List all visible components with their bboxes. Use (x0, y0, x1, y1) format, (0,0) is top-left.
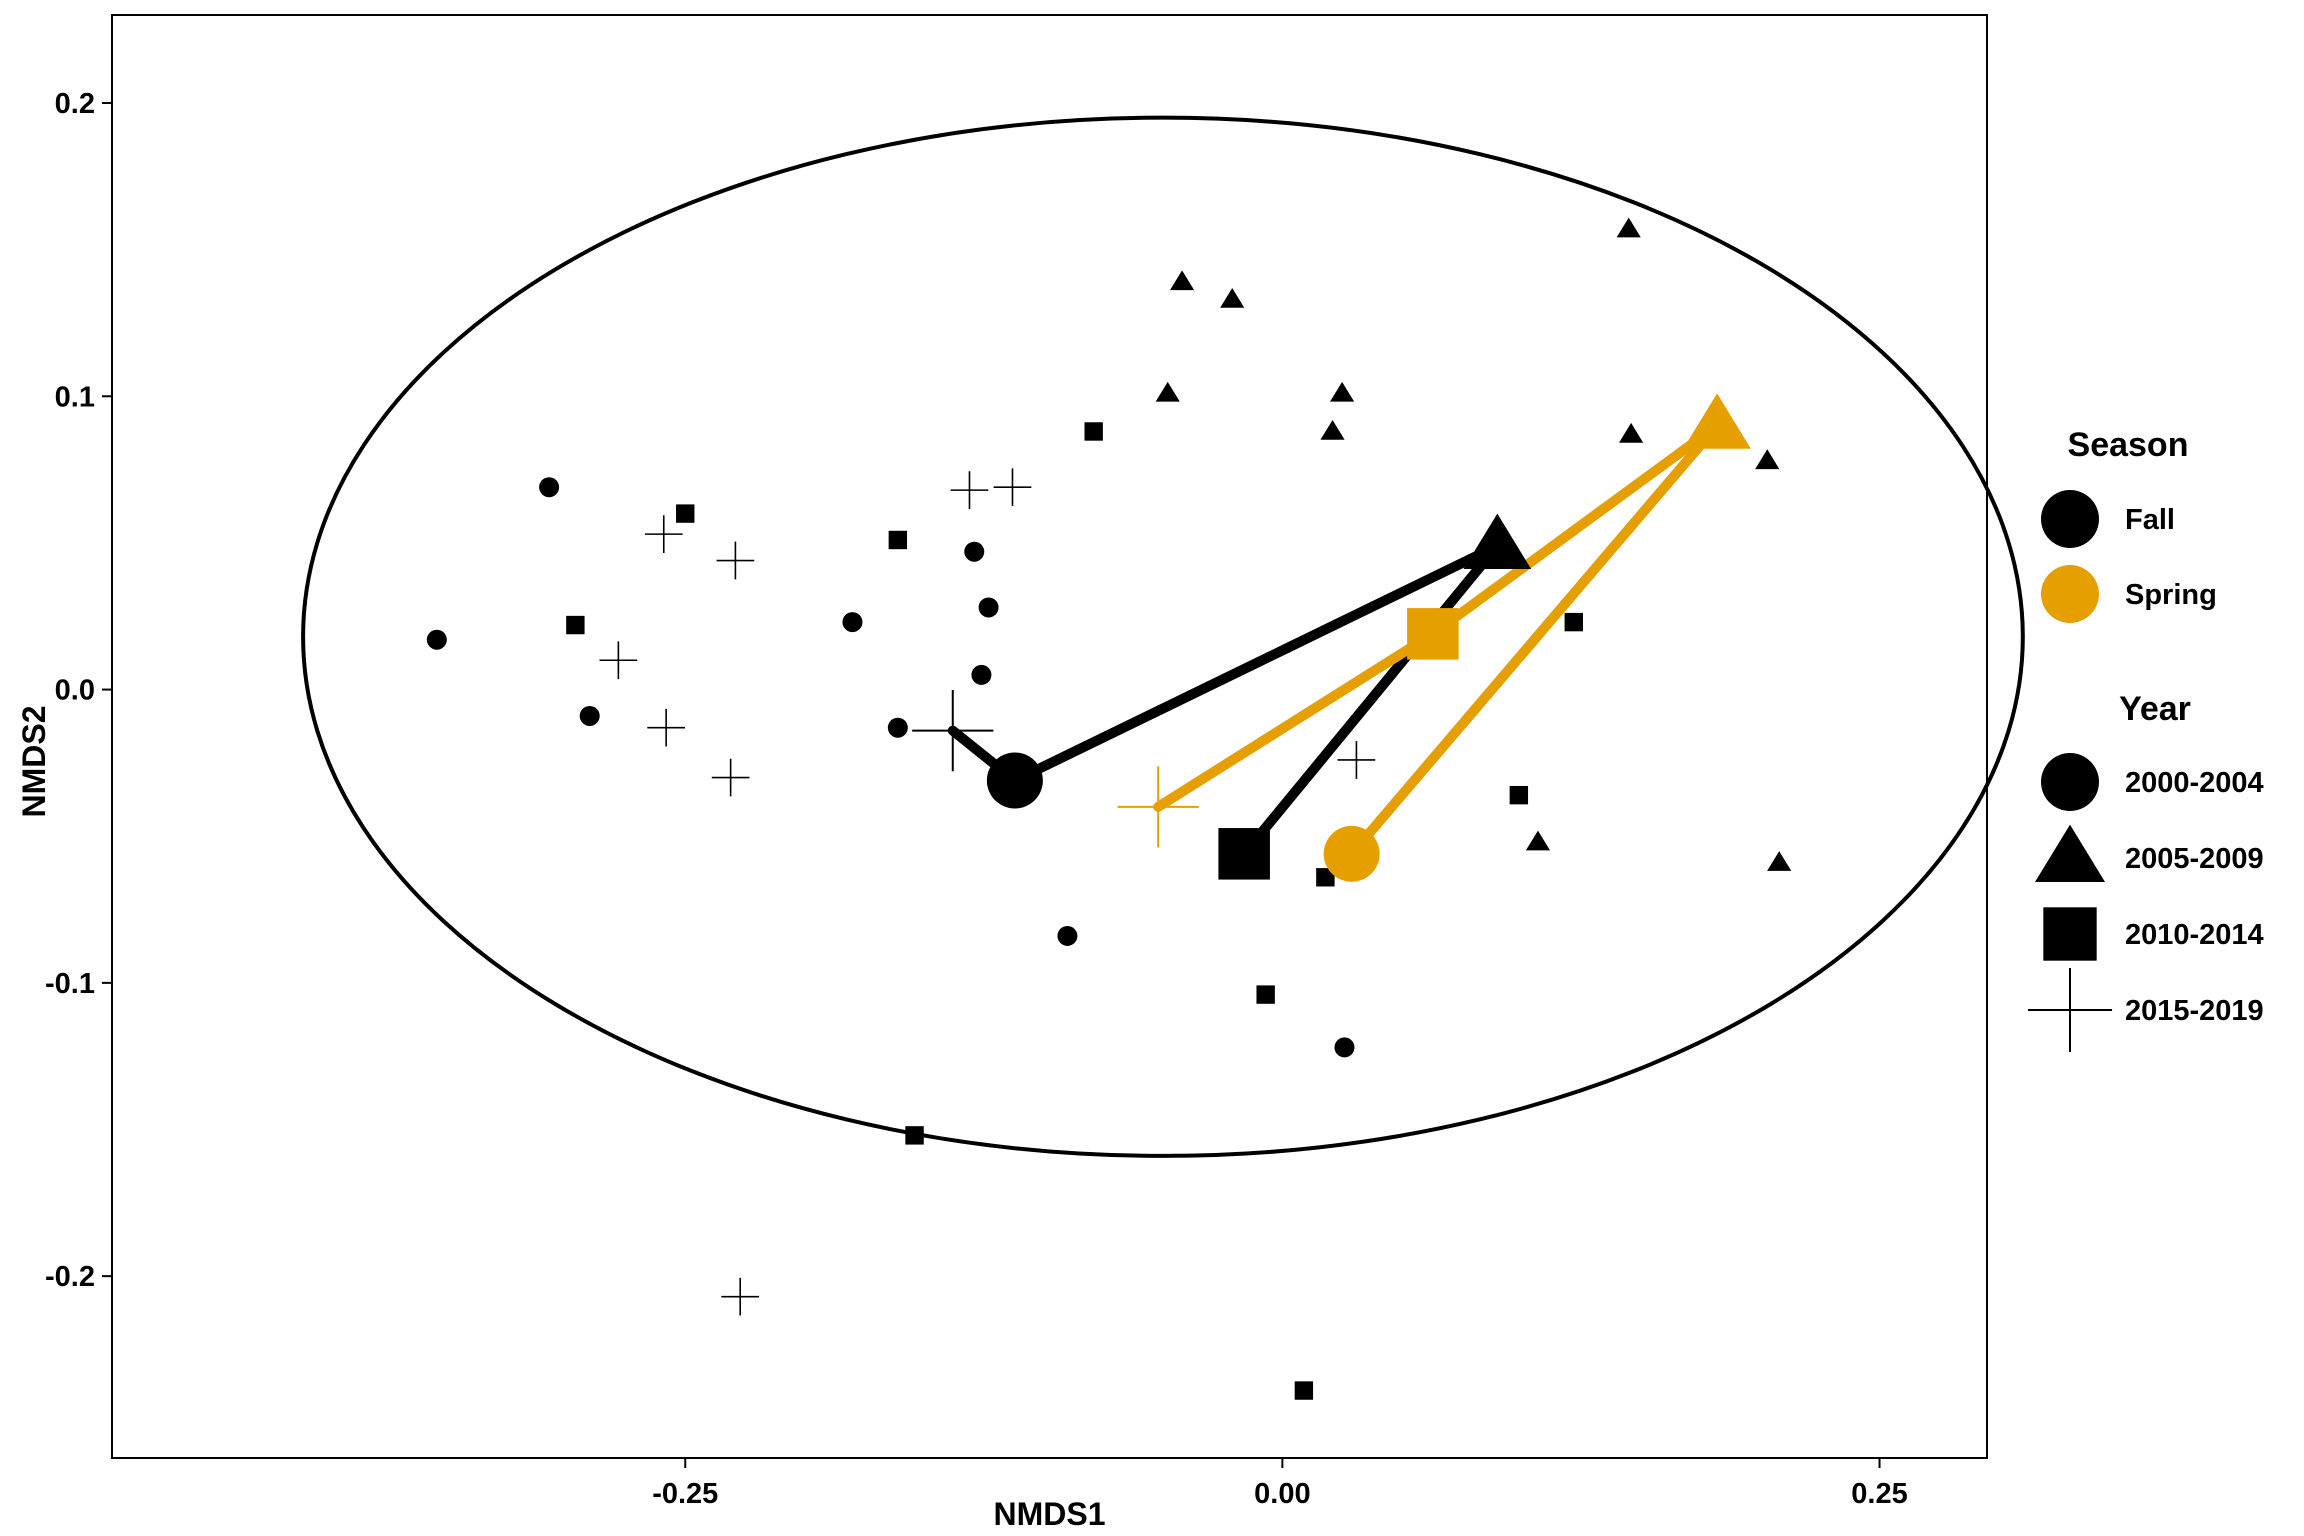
sample-point-plus (647, 708, 685, 747)
centroid-path-spring (1153, 420, 1723, 859)
x-tick-label: 0.25 (1851, 1478, 1907, 1510)
sample-point-square (1084, 422, 1103, 441)
sample-point-circle (579, 705, 600, 726)
centroid-spring-plus (1117, 766, 1199, 848)
sample-point-triangle (1169, 270, 1195, 291)
sample-point-triangle (1755, 449, 1780, 470)
sample-point-circle (964, 541, 985, 562)
legend-season-label: Fall (2125, 504, 2175, 536)
sample-point-square (676, 504, 695, 523)
y-tick-label: 0.0 (55, 675, 95, 707)
y-axis-title: NMDS2 (16, 705, 52, 817)
legend: Season Year Fall Spring 2000-2004 2005-2009… (2027, 426, 2264, 1053)
centroid-spring-circle (1323, 825, 1380, 882)
legend-year-key-triangle (2034, 824, 2106, 883)
sample-point-square (1256, 985, 1275, 1004)
legend-year-label: 2015-2019 (2125, 995, 2264, 1027)
x-tick-label: -0.25 (652, 1478, 718, 1510)
sample-point-plus (644, 515, 683, 553)
centroid-spring-triangle (1683, 393, 1751, 449)
x-axis: -0.25 0.00 0.25 (652, 1458, 1908, 1510)
legend-year-label: 2005-2009 (2125, 843, 2264, 875)
centroids-layer (912, 393, 1751, 882)
sample-point-triangle (1320, 419, 1345, 440)
sample-point-circle (978, 597, 999, 618)
y-tick-label: 0.1 (55, 381, 95, 413)
sample-point-circle (842, 612, 863, 633)
sample-point-plus (950, 471, 989, 509)
centroid-fall-circle (986, 752, 1043, 809)
legend-season-key (2041, 565, 2099, 623)
legend-season-key (2041, 490, 2099, 548)
sample-point-square (1316, 868, 1335, 887)
x-tick-label: 0.00 (1254, 1478, 1310, 1510)
centroid-paths-layer (947, 420, 1723, 859)
y-axis: -0.2 -0.1 0.0 0.1 0.2 (45, 88, 112, 1293)
sample-point-square (1564, 612, 1583, 632)
confidence-ellipse (301, 115, 2025, 1158)
sample-point-circle (426, 629, 447, 650)
centroid-spring-square (1407, 608, 1459, 660)
x-axis-title: NMDS1 (993, 1496, 1105, 1532)
y-tick-label: -0.2 (45, 1261, 95, 1293)
ellipse-layer (301, 115, 2025, 1158)
sample-point-plus (716, 541, 755, 580)
sample-point-plus (1337, 741, 1376, 779)
sample-points-layer (426, 217, 1792, 1400)
legend-season-title: Season (2068, 426, 2189, 464)
sample-point-triangle (1616, 217, 1641, 238)
sample-point-plus (993, 468, 1032, 507)
sample-point-triangle (1619, 422, 1644, 443)
sample-point-triangle (1330, 381, 1355, 402)
sample-point-plus (721, 1277, 760, 1316)
sample-point-triangle (1155, 381, 1180, 402)
sample-point-triangle (1220, 287, 1245, 308)
legend-year-key-circle (2041, 753, 2099, 811)
panel-border (111, 14, 1988, 1459)
y-tick-label: -0.1 (45, 968, 95, 1000)
legend-year-label: 2010-2014 (2125, 919, 2264, 951)
sample-point-circle (1334, 1037, 1355, 1058)
sample-point-plus (599, 641, 638, 680)
centroid-fall-square (1218, 828, 1270, 880)
legend-year-key-plus (2027, 967, 2113, 1053)
sample-point-square (1294, 1381, 1314, 1400)
sample-point-plus (711, 758, 750, 797)
centroid-fall-plus (912, 690, 994, 772)
sample-point-circle (539, 477, 560, 498)
sample-point-triangle (1767, 851, 1792, 871)
sample-point-square (566, 615, 585, 635)
sample-point-triangle (1525, 830, 1551, 851)
sample-point-circle (971, 664, 992, 685)
sample-point-square (1509, 785, 1529, 805)
sample-point-square (905, 1126, 924, 1145)
sample-point-square (888, 530, 908, 550)
sample-point-circle (1057, 925, 1078, 946)
sample-point-circle (887, 717, 908, 738)
legend-year-title: Year (2119, 690, 2191, 728)
centroid-path-fall (947, 540, 1503, 859)
y-tick-label: 0.2 (55, 88, 95, 120)
legend-season-label: Spring (2125, 579, 2217, 611)
legend-year-key-square (2043, 907, 2097, 961)
legend-year-label: 2000-2004 (2125, 767, 2264, 799)
centroid-fall-triangle (1463, 513, 1532, 570)
